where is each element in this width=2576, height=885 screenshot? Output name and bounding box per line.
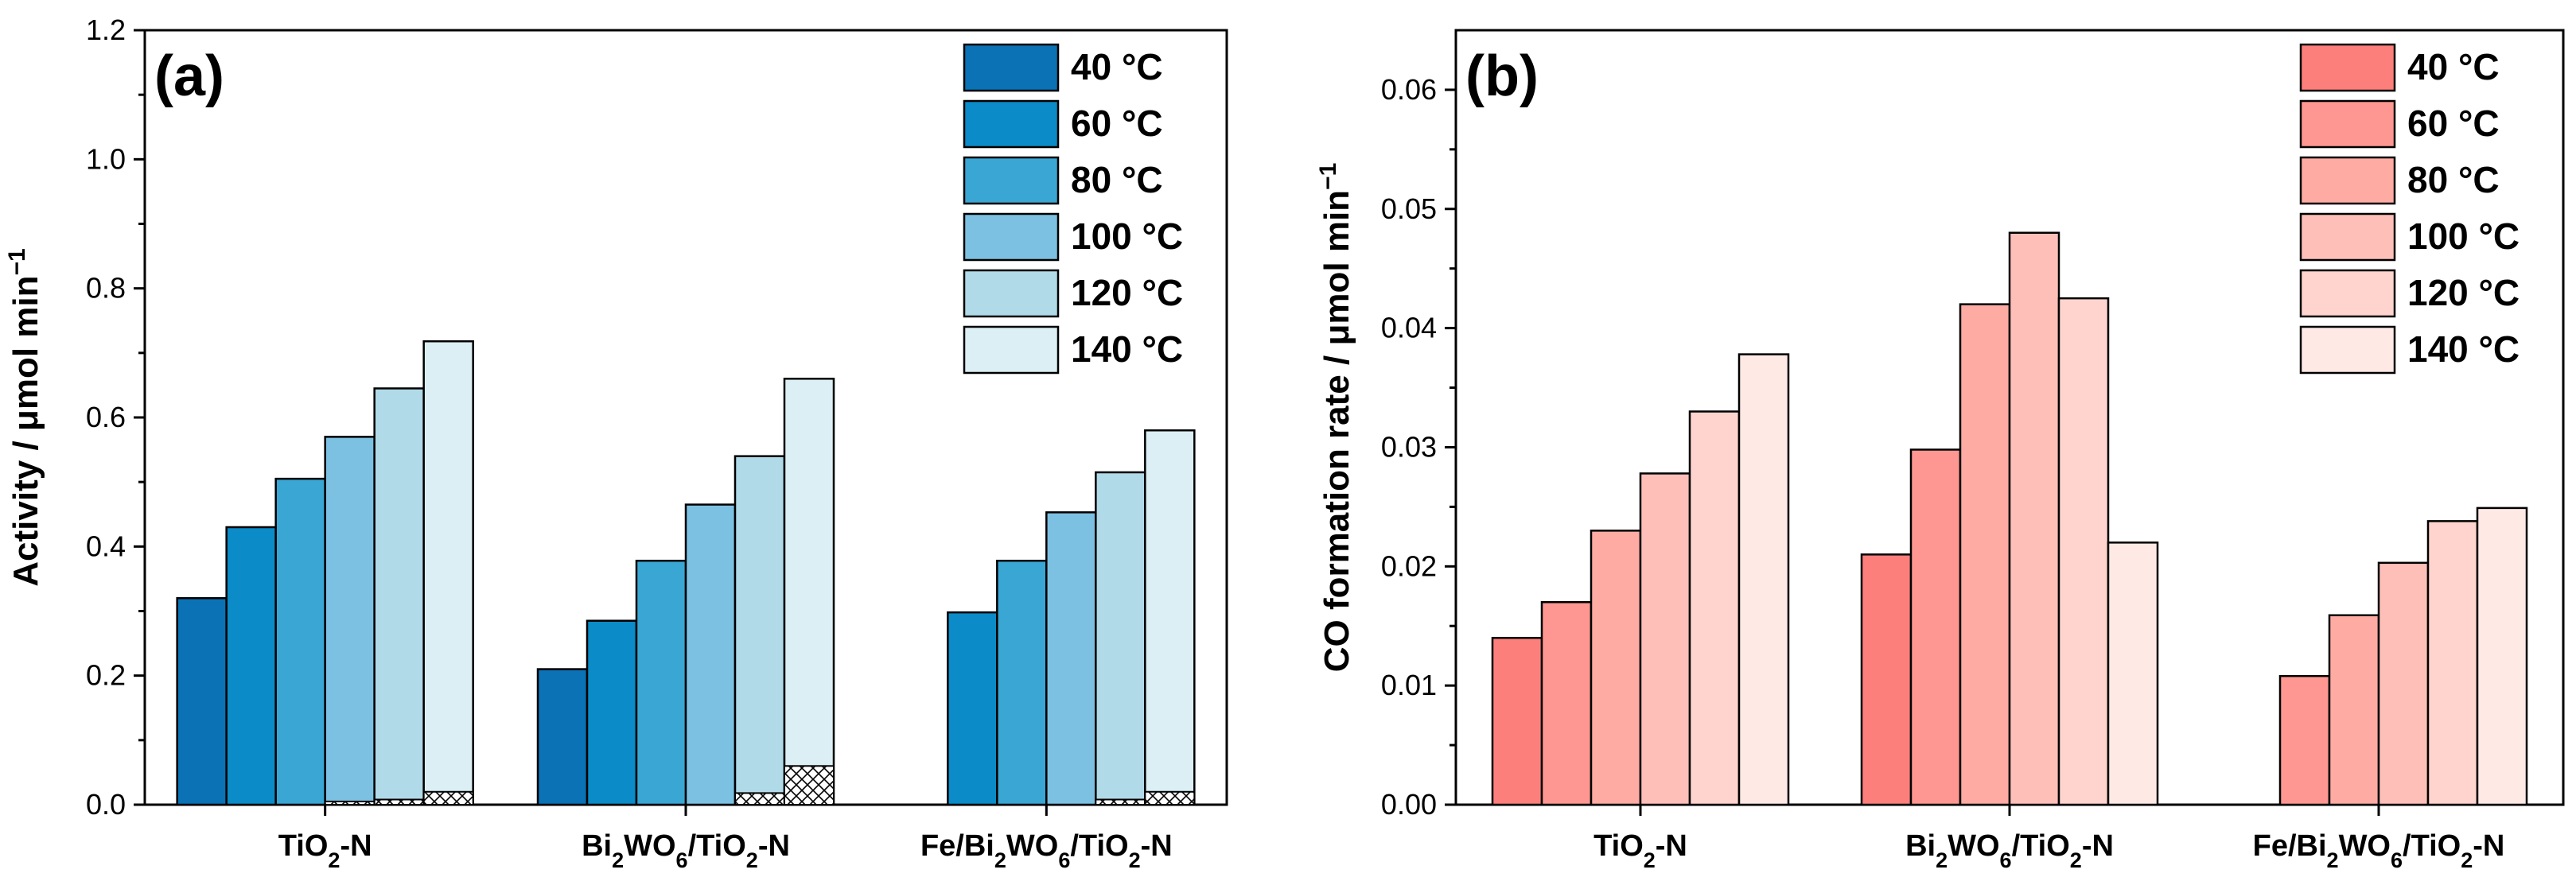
y-tick-label: 1.0 bbox=[86, 142, 126, 175]
bar bbox=[2328, 614, 2380, 806]
bar bbox=[1540, 601, 1593, 806]
x-category-label: Bi2WO6/TiO2-N bbox=[1905, 829, 2114, 872]
hatched-bar-segment bbox=[784, 765, 835, 805]
bar bbox=[2476, 507, 2528, 806]
bar bbox=[2057, 297, 2110, 806]
chart-panel-b: 0.00 0.01 0.02 0.03 0.04 0.05 0.06 CO formation… bbox=[1315, 29, 2565, 872]
legend-swatch bbox=[2299, 325, 2396, 375]
bar bbox=[1959, 303, 2011, 806]
bar bbox=[1590, 530, 1642, 806]
bar bbox=[2107, 541, 2159, 806]
legend-label: 40 °C bbox=[1071, 46, 1163, 87]
x-category-label: Bi2WO6/TiO2-N bbox=[582, 829, 790, 872]
legend-swatch bbox=[2299, 43, 2396, 92]
x-category-label: Fe/Bi2WO6/TiO2-N bbox=[2253, 829, 2505, 872]
y-axis-label: Activity / μmol min−1 bbox=[4, 248, 46, 586]
y-tick-label: 0.8 bbox=[86, 272, 126, 305]
hatched-bar-segment bbox=[1144, 790, 1196, 805]
legend-label: 80 °C bbox=[2407, 159, 2500, 200]
hatched-bar-segment bbox=[422, 790, 474, 805]
hatched-bar-segment bbox=[324, 800, 376, 805]
legend-swatch bbox=[963, 99, 1060, 149]
legend-swatch bbox=[963, 269, 1060, 318]
bar bbox=[783, 378, 835, 806]
bar bbox=[1045, 511, 1097, 806]
bar bbox=[1639, 472, 1691, 806]
legend-label: 120 °C bbox=[2407, 272, 2520, 313]
bar bbox=[1737, 353, 1790, 806]
legend-label: 60 °C bbox=[2407, 103, 2500, 144]
legend-label: 100 °C bbox=[2407, 215, 2520, 257]
bar bbox=[947, 611, 998, 806]
bar bbox=[684, 503, 737, 806]
bar bbox=[1144, 429, 1196, 806]
bar bbox=[635, 559, 687, 806]
bar bbox=[1909, 448, 1962, 806]
bar bbox=[586, 619, 638, 806]
bar bbox=[373, 387, 425, 806]
panel-label: (a) bbox=[154, 45, 224, 108]
legend-label: 40 °C bbox=[2407, 46, 2500, 87]
bar bbox=[2278, 674, 2331, 806]
bar bbox=[1095, 471, 1146, 806]
y-tick-label: 0.4 bbox=[86, 530, 126, 562]
legend-swatch bbox=[2299, 156, 2396, 205]
hatched-bar-segment bbox=[1095, 798, 1146, 805]
bar bbox=[225, 526, 277, 806]
y-tick-label: 1.2 bbox=[86, 14, 126, 46]
legend-swatch bbox=[963, 212, 1060, 262]
legend-swatch bbox=[963, 325, 1060, 375]
bar bbox=[1491, 636, 1543, 806]
y-axis-label: CO formation rate / μmol min−1 bbox=[1315, 163, 1357, 673]
hatched-bar-segment bbox=[373, 798, 425, 805]
y-tick-label: 0.00 bbox=[1381, 788, 1437, 821]
legend-swatch bbox=[963, 156, 1060, 205]
chart-panel-a: 0.0 0.2 0.4 0.6 0.8 1.0 1.2 Activity / μmol min… bbox=[4, 14, 1228, 872]
bar bbox=[2377, 561, 2430, 806]
x-category-label: TiO2-N bbox=[278, 829, 372, 872]
hatched-bar-segment bbox=[734, 792, 785, 806]
bar bbox=[2426, 520, 2479, 806]
bar bbox=[274, 477, 326, 806]
legend-label: 60 °C bbox=[1071, 103, 1163, 144]
bar bbox=[536, 668, 589, 806]
legend-swatch bbox=[2299, 269, 2396, 318]
bar bbox=[996, 559, 1048, 806]
bar bbox=[1688, 410, 1741, 806]
bar bbox=[733, 455, 786, 806]
legend-label: 140 °C bbox=[1071, 328, 1183, 370]
bar bbox=[324, 436, 376, 806]
x-category-label: TiO2-N bbox=[1593, 829, 1687, 872]
x-category-label: Fe/Bi2WO6/TiO2-N bbox=[920, 829, 1173, 872]
legend-label: 140 °C bbox=[2407, 328, 2520, 370]
legend-label: 120 °C bbox=[1071, 272, 1183, 313]
bar bbox=[176, 597, 228, 806]
legend-swatch bbox=[963, 43, 1060, 92]
bar bbox=[1860, 553, 1913, 806]
y-tick-label: 0.05 bbox=[1381, 192, 1437, 225]
y-tick-label: 0.04 bbox=[1381, 312, 1437, 344]
legend-swatch bbox=[2299, 99, 2396, 149]
y-tick-label: 0.0 bbox=[86, 788, 126, 821]
y-tick-label: 0.02 bbox=[1381, 549, 1437, 582]
y-tick-label: 0.03 bbox=[1381, 430, 1437, 463]
legend-label: 100 °C bbox=[1071, 215, 1183, 257]
y-tick-label: 0.01 bbox=[1381, 669, 1437, 701]
y-tick-label: 0.06 bbox=[1381, 73, 1437, 106]
legend-label: 80 °C bbox=[1071, 159, 1163, 200]
y-tick-label: 0.2 bbox=[86, 659, 126, 692]
bar bbox=[2008, 231, 2060, 806]
panel-label: (b) bbox=[1465, 45, 1539, 108]
y-tick-label: 0.6 bbox=[86, 401, 126, 433]
bar bbox=[422, 340, 474, 806]
legend-swatch bbox=[2299, 212, 2396, 262]
